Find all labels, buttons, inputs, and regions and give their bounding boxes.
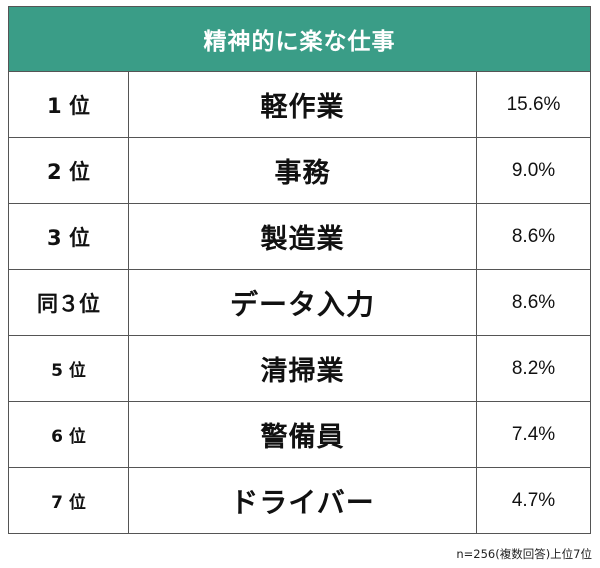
table-row: 7 位 ドライバー 4.7% <box>8 467 592 534</box>
job-cell: 清掃業 <box>128 335 477 402</box>
rank-cell: 7 位 <box>8 467 129 534</box>
job-cell: 軽作業 <box>128 71 477 138</box>
table-row: 同３位 データ入力 8.6% <box>8 269 592 336</box>
rank-cell: 3 位 <box>8 203 129 270</box>
percent-cell: 7.4% <box>475 401 592 468</box>
job-cell: データ入力 <box>128 269 477 336</box>
rank-cell: 6 位 <box>8 401 129 468</box>
table-row: 1 位 軽作業 15.6% <box>8 71 592 138</box>
table-title: 精神的に楽な仕事 <box>7 6 592 72</box>
percent-cell: 9.0% <box>475 137 592 204</box>
job-cell: 製造業 <box>128 203 477 270</box>
job-cell: 事務 <box>128 137 477 204</box>
rank-cell: 1 位 <box>8 71 129 138</box>
percent-cell: 4.7% <box>475 467 592 534</box>
percent-cell: 8.6% <box>475 203 592 270</box>
job-cell: ドライバー <box>128 467 477 534</box>
percent-cell: 8.2% <box>475 335 592 402</box>
sample-size-footnote: n=256(複数回答)上位7位 <box>456 547 592 561</box>
table-row: 3 位 製造業 8.6% <box>8 203 592 270</box>
table-row: 6 位 警備員 7.4% <box>8 401 592 468</box>
table-row: 5 位 清掃業 8.2% <box>8 335 592 402</box>
job-cell: 警備員 <box>128 401 477 468</box>
percent-cell: 15.6% <box>475 71 592 138</box>
percent-cell: 8.6% <box>475 269 592 336</box>
ranking-table: 精神的に楽な仕事 1 位 軽作業 15.6% 2 位 事務 9.0% 3 位 製… <box>7 6 592 534</box>
rank-cell: 5 位 <box>8 335 129 402</box>
table-row: 2 位 事務 9.0% <box>8 137 592 204</box>
rank-cell: 同３位 <box>8 269 129 336</box>
rank-cell: 2 位 <box>8 137 129 204</box>
